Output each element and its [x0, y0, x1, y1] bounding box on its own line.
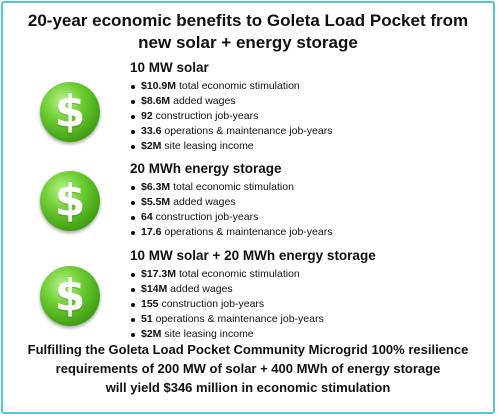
list-item: $6.3M total economic stimulation — [130, 180, 332, 195]
list-item: 155 construction job-years — [130, 297, 376, 312]
list-item: 33.6 operations & maintenance job-years — [130, 124, 332, 139]
benefit-list: $10.9M total economic stimulation $8.6M … — [130, 79, 332, 154]
footer-line-3: will yield $346 million in economic stim… — [105, 380, 391, 395]
list-item: 17.6 operations & maintenance job-years — [130, 225, 332, 240]
list-item: $8.6M added wages — [130, 94, 332, 109]
list-item: $10.9M total economic stimulation — [130, 79, 332, 94]
benefit-list: $17.3M total economic stimulation $14M a… — [130, 267, 376, 342]
section-content: 10 MW solar $10.9M total economic stimul… — [130, 60, 332, 154]
section-solar: $ 10 MW solar $10.9M total economic stim… — [30, 60, 490, 155]
section-heading: 20 MWh energy storage — [130, 161, 282, 176]
list-item: $2M site leasing income — [130, 327, 376, 342]
section-content: 20 MWh energy storage $6.3M total econom… — [130, 161, 332, 240]
summary-footer: Fulfilling the Goleta Load Pocket Commun… — [0, 340, 496, 397]
list-item: $17.3M total economic stimulation — [130, 267, 376, 282]
section-heading: 10 MW solar — [130, 60, 209, 75]
list-item: $2M site leasing income — [130, 139, 332, 154]
footer-line-2: requirements of 200 MW of solar + 400 MW… — [55, 361, 441, 376]
list-item: 64 construction job-years — [130, 210, 332, 225]
section-content: 10 MW solar + 20 MWh energy storage $17.… — [130, 248, 376, 342]
infographic-frame — [1, 1, 495, 414]
benefit-list: $6.3M total economic stimulation $5.5M a… — [130, 180, 332, 240]
list-item: $5.5M added wages — [130, 195, 332, 210]
list-item: 51 operations & maintenance job-years — [130, 312, 376, 327]
list-item: 92 construction job-years — [130, 109, 332, 124]
section-solar-plus-storage: $ 10 MW solar + 20 MWh energy storage $1… — [30, 248, 490, 343]
dollar-coin-icon: $ — [40, 171, 100, 231]
title-line-1: 20-year economic benefits to Goleta Load… — [27, 11, 469, 30]
title-line-2: new solar + energy storage — [138, 33, 358, 52]
dollar-coin-icon: $ — [40, 82, 100, 142]
dollar-coin-icon: $ — [40, 266, 100, 326]
page-title: 20-year economic benefits to Goleta Load… — [0, 10, 496, 54]
footer-line-1: Fulfilling the Goleta Load Pocket Commun… — [27, 342, 469, 357]
section-heading: 10 MW solar + 20 MWh energy storage — [130, 248, 376, 263]
section-storage: $ 20 MWh energy storage $6.3M total econ… — [30, 161, 490, 241]
list-item: $14M added wages — [130, 282, 376, 297]
